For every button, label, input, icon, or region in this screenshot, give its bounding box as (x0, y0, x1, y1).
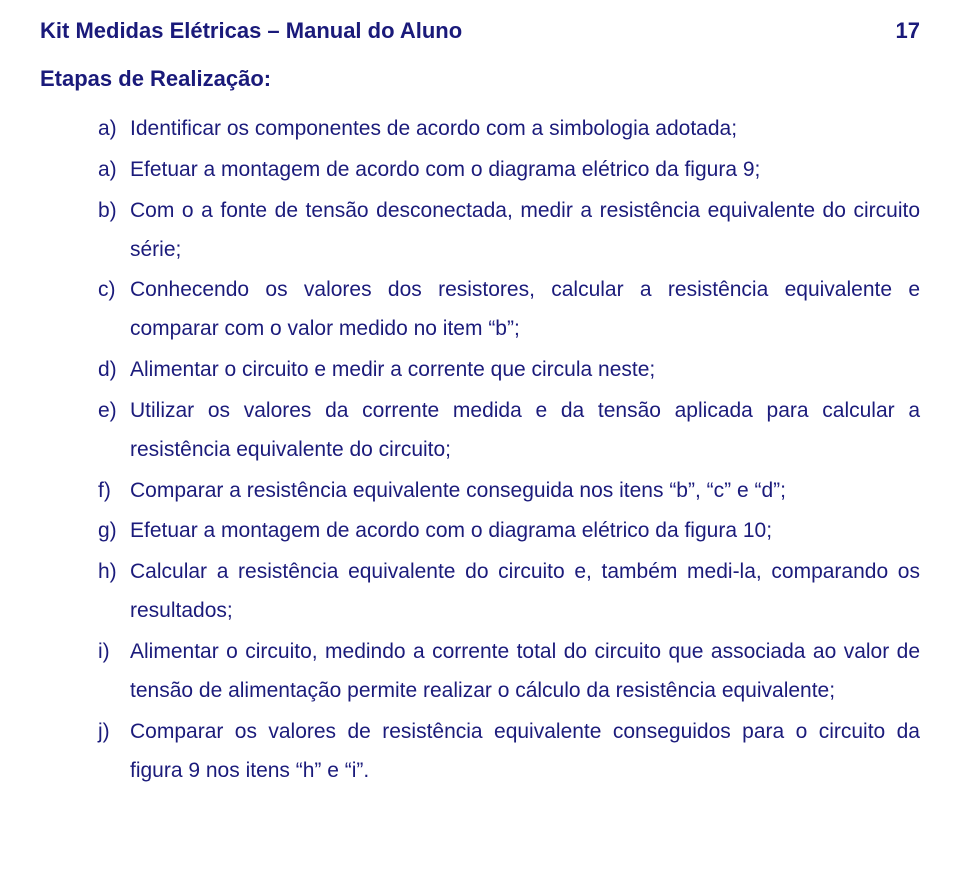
list-marker: c) (98, 271, 130, 349)
list-text: Alimentar o circuito, medindo a corrente… (130, 633, 920, 711)
list-item: d) Alimentar o circuito e medir a corren… (98, 351, 920, 390)
list-item: b) Com o a fonte de tensão desconectada,… (98, 192, 920, 270)
list-marker: a) (98, 151, 130, 190)
list-item: g) Efetuar a montagem de acordo com o di… (98, 512, 920, 551)
list-marker: e) (98, 392, 130, 470)
list-item: a) Efetuar a montagem de acordo com o di… (98, 151, 920, 190)
list-item: h) Calcular a resistência equivalente do… (98, 553, 920, 631)
list-text: Conhecendo os valores dos resistores, ca… (130, 271, 920, 349)
list-marker: g) (98, 512, 130, 551)
page-header: Kit Medidas Elétricas – Manual do Aluno … (40, 18, 920, 44)
list-text: Efetuar a montagem de acordo com o diagr… (130, 512, 920, 551)
list-marker: h) (98, 553, 130, 631)
list-text: Utilizar os valores da corrente medida e… (130, 392, 920, 470)
list-text: Alimentar o circuito e medir a corrente … (130, 351, 920, 390)
list-marker: a) (98, 110, 130, 149)
list-text: Efetuar a montagem de acordo com o diagr… (130, 151, 920, 190)
section-title: Etapas de Realização: (40, 66, 920, 92)
list-marker: f) (98, 472, 130, 511)
list-item: c) Conhecendo os valores dos resistores,… (98, 271, 920, 349)
list-text: Identificar os componentes de acordo com… (130, 110, 920, 149)
list-text: Com o a fonte de tensão desconectada, me… (130, 192, 920, 270)
document-title: Kit Medidas Elétricas – Manual do Aluno (40, 18, 462, 44)
list-marker: b) (98, 192, 130, 270)
list-text: Calcular a resistência equivalente do ci… (130, 553, 920, 631)
steps-list: a) Identificar os componentes de acordo … (40, 110, 920, 790)
list-text: Comparar os valores de resistência equiv… (130, 713, 920, 791)
list-item: j) Comparar os valores de resistência eq… (98, 713, 920, 791)
list-marker: i) (98, 633, 130, 711)
list-marker: j) (98, 713, 130, 791)
page-number: 17 (896, 18, 920, 44)
list-item: i) Alimentar o circuito, medindo a corre… (98, 633, 920, 711)
list-text: Comparar a resistência equivalente conse… (130, 472, 920, 511)
list-item: e) Utilizar os valores da corrente medid… (98, 392, 920, 470)
list-marker: d) (98, 351, 130, 390)
list-item: a) Identificar os componentes de acordo … (98, 110, 920, 149)
page: Kit Medidas Elétricas – Manual do Aluno … (0, 0, 960, 832)
list-item: f) Comparar a resistência equivalente co… (98, 472, 920, 511)
